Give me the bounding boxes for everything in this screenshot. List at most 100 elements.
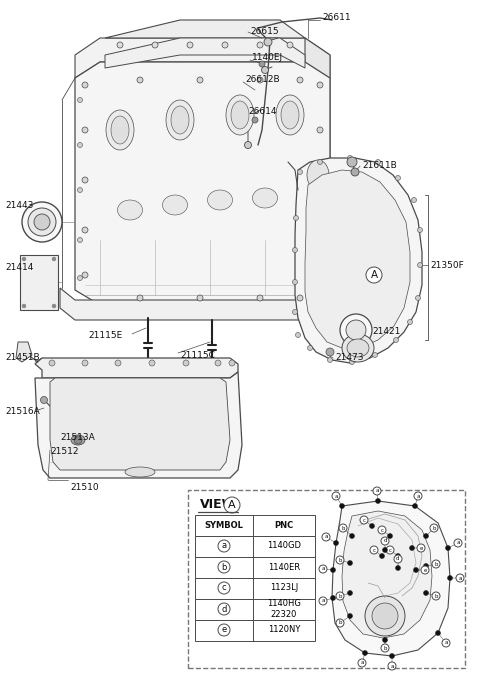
Circle shape bbox=[383, 548, 387, 552]
Ellipse shape bbox=[125, 467, 155, 477]
Circle shape bbox=[366, 267, 382, 283]
Circle shape bbox=[82, 82, 88, 88]
Polygon shape bbox=[195, 578, 315, 599]
Circle shape bbox=[413, 567, 419, 573]
Text: a: a bbox=[458, 575, 462, 581]
Text: a: a bbox=[375, 489, 379, 493]
Text: VIEW: VIEW bbox=[200, 498, 236, 512]
Circle shape bbox=[77, 237, 83, 243]
Text: 1140ER: 1140ER bbox=[268, 562, 300, 571]
Text: 21115C: 21115C bbox=[180, 350, 215, 360]
Text: d: d bbox=[396, 556, 400, 562]
Circle shape bbox=[218, 561, 230, 573]
Circle shape bbox=[49, 360, 55, 366]
Circle shape bbox=[197, 77, 203, 83]
Circle shape bbox=[336, 619, 344, 627]
Ellipse shape bbox=[106, 110, 134, 150]
Polygon shape bbox=[195, 557, 315, 578]
Circle shape bbox=[262, 66, 268, 74]
Polygon shape bbox=[105, 20, 305, 38]
Text: e: e bbox=[221, 625, 227, 635]
Text: c: c bbox=[372, 548, 375, 552]
Polygon shape bbox=[20, 255, 58, 310]
Circle shape bbox=[348, 614, 352, 619]
Text: 21115E: 21115E bbox=[88, 331, 122, 341]
Circle shape bbox=[409, 546, 415, 550]
Polygon shape bbox=[305, 170, 410, 348]
Text: b: b bbox=[338, 594, 342, 598]
Text: 1140GD: 1140GD bbox=[267, 541, 301, 550]
Text: 26614: 26614 bbox=[248, 107, 276, 116]
Ellipse shape bbox=[118, 200, 143, 220]
Circle shape bbox=[317, 272, 323, 278]
Circle shape bbox=[396, 554, 400, 558]
Circle shape bbox=[388, 662, 396, 670]
Circle shape bbox=[346, 320, 366, 340]
Circle shape bbox=[77, 97, 83, 103]
Circle shape bbox=[319, 597, 327, 605]
Circle shape bbox=[74, 436, 82, 444]
Circle shape bbox=[297, 295, 303, 301]
Circle shape bbox=[319, 565, 327, 573]
Circle shape bbox=[317, 160, 323, 164]
Circle shape bbox=[149, 360, 155, 366]
Text: 21510: 21510 bbox=[70, 483, 98, 493]
Ellipse shape bbox=[226, 95, 254, 135]
Circle shape bbox=[375, 498, 381, 504]
Text: a: a bbox=[444, 640, 448, 646]
Circle shape bbox=[322, 533, 330, 541]
Circle shape bbox=[418, 262, 422, 268]
FancyBboxPatch shape bbox=[188, 490, 465, 668]
Circle shape bbox=[389, 654, 395, 658]
Text: 21512: 21512 bbox=[50, 448, 79, 456]
Circle shape bbox=[336, 592, 344, 600]
Circle shape bbox=[77, 143, 83, 147]
Polygon shape bbox=[60, 288, 325, 320]
Circle shape bbox=[292, 247, 298, 253]
Circle shape bbox=[252, 117, 258, 123]
Text: 26611: 26611 bbox=[322, 14, 350, 22]
Circle shape bbox=[215, 360, 221, 366]
Circle shape bbox=[292, 310, 298, 314]
Polygon shape bbox=[295, 158, 422, 363]
Circle shape bbox=[396, 176, 400, 180]
Circle shape bbox=[408, 320, 412, 324]
Circle shape bbox=[317, 227, 323, 233]
Circle shape bbox=[435, 631, 441, 635]
Circle shape bbox=[387, 533, 393, 539]
Circle shape bbox=[82, 360, 88, 366]
Circle shape bbox=[327, 358, 333, 362]
Text: 1123LJ: 1123LJ bbox=[270, 583, 298, 592]
Text: 21414: 21414 bbox=[5, 264, 34, 272]
Circle shape bbox=[334, 541, 338, 546]
Polygon shape bbox=[342, 511, 432, 638]
Circle shape bbox=[386, 546, 394, 554]
Circle shape bbox=[40, 397, 48, 404]
Circle shape bbox=[52, 304, 56, 308]
Circle shape bbox=[414, 492, 422, 500]
Circle shape bbox=[229, 360, 235, 366]
Circle shape bbox=[218, 540, 230, 552]
Circle shape bbox=[287, 42, 293, 48]
Circle shape bbox=[308, 345, 312, 350]
Circle shape bbox=[372, 352, 377, 358]
Text: c: c bbox=[381, 527, 384, 533]
Text: c: c bbox=[222, 583, 226, 592]
Text: 26615: 26615 bbox=[250, 28, 278, 37]
Text: A: A bbox=[228, 500, 236, 510]
Polygon shape bbox=[332, 501, 450, 656]
Text: c: c bbox=[362, 518, 365, 523]
Circle shape bbox=[380, 554, 384, 558]
Circle shape bbox=[257, 295, 263, 301]
Polygon shape bbox=[195, 515, 315, 536]
Polygon shape bbox=[105, 38, 305, 68]
Circle shape bbox=[349, 360, 355, 364]
Circle shape bbox=[442, 639, 450, 647]
Ellipse shape bbox=[252, 188, 277, 208]
Circle shape bbox=[137, 77, 143, 83]
Circle shape bbox=[259, 61, 265, 67]
Text: a: a bbox=[324, 535, 328, 539]
Circle shape bbox=[370, 523, 374, 529]
Circle shape bbox=[375, 160, 381, 164]
Ellipse shape bbox=[171, 106, 189, 134]
